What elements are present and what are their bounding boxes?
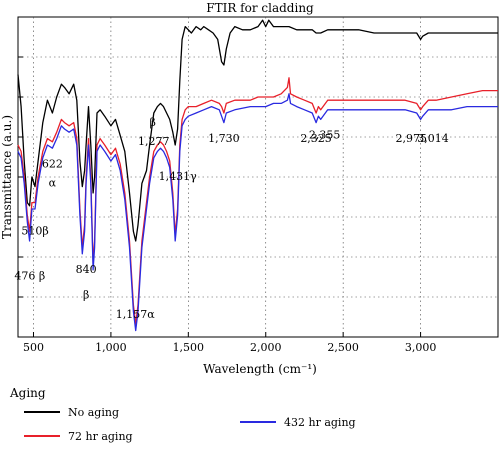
peak-label: 1,431γ [159,170,197,183]
peak-annotations: 622 α 510β 476 β 840 β 1,157α β 1,277 1,431γ 1,730… [14,116,448,321]
legend-item-no-aging: No aging [24,404,119,420]
peak-label: 476 β [14,269,45,282]
legend-label-72hr: 72 hr aging [68,429,133,443]
peak-label: 3,014 [417,132,449,145]
peak-label: β [83,289,89,302]
peak-label: 1,277 [138,135,170,148]
x-tick-label: 1,500 [173,341,205,354]
legend-label-432hr: 432 hr aging [284,415,356,429]
x-tick-label: 3,000 [405,341,437,354]
legend-item-432hr: 432 hr aging [240,414,356,430]
series-line-2 [17,93,498,332]
series-line-1 [17,77,498,325]
x-axis-ticks: 500 1,000 1,500 2,000 2,500 3,000 [23,332,436,354]
peak-label: 1,730 [208,132,240,145]
peak-label: β [150,116,156,129]
series-lines [17,19,498,332]
chart-title: FTIR for cladding [206,1,314,15]
legend-swatch-72hr [24,435,60,437]
peak-label: 2,975 [396,132,428,145]
legend: Aging No aging 72 hr aging 432 hr aging [0,382,500,450]
peak-label: 622 [42,157,63,170]
legend-title: Aging [10,386,46,400]
x-tick-label: 2,000 [250,341,282,354]
peak-label: 2,325 [300,132,332,145]
legend-label-no-aging: No aging [68,405,119,419]
legend-swatch-no-aging [24,411,60,413]
legend-item-72hr: 72 hr aging [24,428,133,444]
peak-label: 2,355 [309,129,341,142]
x-axis-label: Wavelength (cm⁻¹) [203,362,317,376]
x-tick-label: 2,500 [327,341,359,354]
peak-label: 510β [21,225,48,238]
peak-label: 1,157α [116,308,155,321]
y-axis-label: Transmittance (a.u.) [0,115,14,239]
legend-swatch-432hr [240,421,276,423]
peak-label: α [49,177,57,190]
x-tick-label: 1,000 [95,341,127,354]
x-tick-label: 500 [23,341,44,354]
ftir-chart: FTIR for cladding 500 1,000 1,500 2,000 2,50… [0,1,499,376]
series-line-0 [17,19,498,242]
peak-label: 840 [76,263,97,276]
